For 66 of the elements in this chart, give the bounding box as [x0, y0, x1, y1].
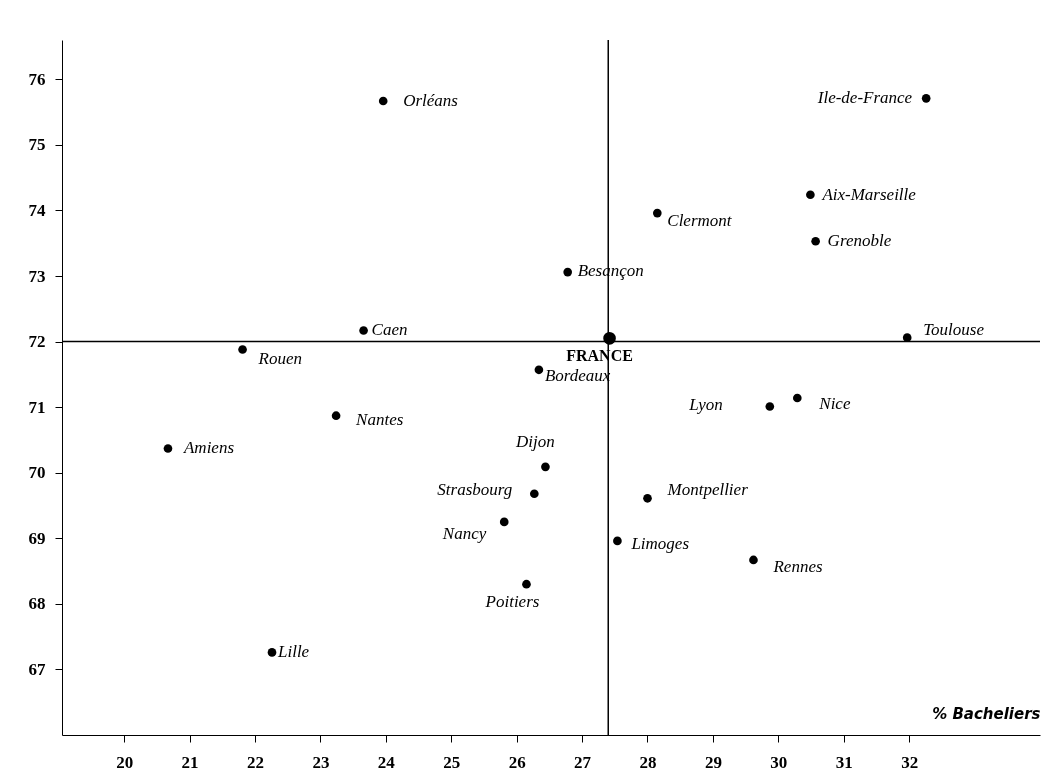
x-tick-label: 30 [770, 752, 788, 772]
y-tick-label: 67 [28, 659, 46, 679]
annotation: Orléans [403, 90, 459, 110]
annotation: Grenoble [827, 231, 892, 251]
point [643, 493, 652, 503]
annotation: Nice [818, 393, 851, 413]
point [921, 94, 931, 103]
annotation: Limoges [630, 533, 690, 553]
point [806, 190, 815, 200]
y-tick-label: 75 [28, 135, 46, 155]
point [811, 236, 820, 246]
y-tick-label: 70 [28, 463, 46, 483]
annotation: Ile-de-France [816, 88, 913, 108]
x-tick-label: 21 [181, 752, 199, 772]
annotation: Caen [371, 320, 408, 340]
annotation: Lille [276, 642, 310, 662]
y-tick-label: 72 [28, 332, 46, 352]
x-tick-label: 31 [835, 752, 853, 772]
x-axis-title: % Bacheliers [932, 704, 1041, 723]
point [499, 517, 509, 527]
x-tick-label: 25 [443, 752, 461, 772]
point [613, 536, 622, 546]
y-tick-label: 71 [28, 397, 46, 417]
annotation: Aix-Marseille [821, 184, 917, 204]
y-tick-label: 69 [28, 528, 46, 548]
point [359, 326, 368, 335]
y-tick-label: 73 [28, 266, 46, 286]
annotation: Clermont [667, 211, 733, 231]
annotation: Amiens [182, 438, 235, 458]
point [765, 402, 775, 411]
x-tick-label: 22 [246, 752, 264, 772]
x-tick-label: 32 [901, 752, 919, 772]
y-tick-label: 68 [28, 594, 46, 614]
annotation: Strasbourg [437, 479, 513, 499]
point [652, 208, 662, 218]
point [749, 555, 758, 565]
y-tick-label: 74 [28, 200, 46, 220]
x-tick-label: 26 [508, 752, 526, 772]
annotation: Rouen [257, 349, 302, 369]
annotation: Lyon [688, 394, 723, 414]
point [563, 267, 573, 277]
point [331, 411, 341, 421]
annotation: Nantes [355, 409, 404, 429]
annotation: Nancy [441, 523, 487, 543]
x-tick-label: 28 [639, 752, 657, 772]
annotation: Rennes [772, 556, 823, 576]
x-tick-label: 20 [116, 752, 134, 772]
point [163, 444, 173, 453]
point [792, 393, 802, 403]
x-tick-label: 24 [377, 752, 396, 772]
point [238, 345, 247, 354]
point [267, 648, 277, 657]
point [378, 96, 388, 106]
point [529, 489, 539, 499]
annotation: Montpellier [666, 480, 749, 500]
point [902, 333, 912, 342]
x-tick-label: 27 [574, 752, 592, 772]
point [522, 579, 531, 589]
y-tick-label: 76 [28, 69, 46, 89]
point [541, 462, 550, 472]
annotation: Toulouse [923, 319, 985, 339]
annotation: Dijon [515, 431, 555, 451]
x-tick-label: 29 [704, 752, 722, 772]
annotation: Poitiers [484, 592, 540, 612]
point [534, 365, 544, 375]
x-tick-label: 23 [312, 752, 330, 772]
